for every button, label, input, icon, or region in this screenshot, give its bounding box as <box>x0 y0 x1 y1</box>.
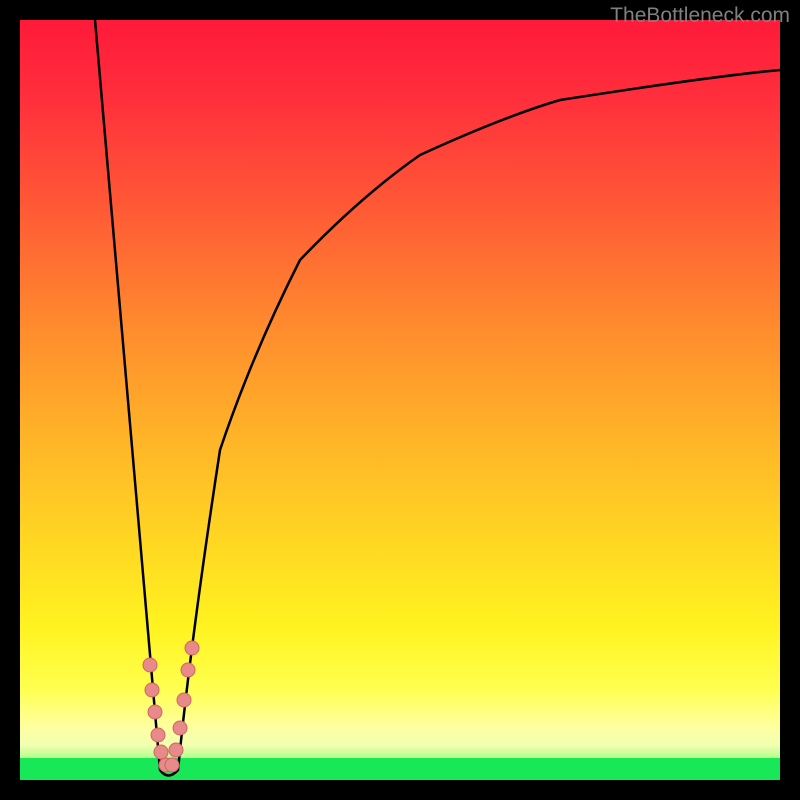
chart-container: TheBottleneck.com <box>0 0 800 800</box>
marker-point <box>151 728 165 742</box>
marker-point <box>165 758 179 772</box>
marker-point <box>145 683 159 697</box>
marker-point <box>154 745 168 759</box>
marker-point <box>148 705 162 719</box>
marker-point <box>177 693 191 707</box>
watermark-text: TheBottleneck.com <box>610 4 790 28</box>
marker-point <box>185 641 199 655</box>
v-curve <box>95 20 780 776</box>
marker-point <box>181 663 195 677</box>
marker-point <box>143 658 157 672</box>
marker-point <box>173 721 187 735</box>
curve-layer <box>0 0 800 800</box>
marker-point <box>169 743 183 757</box>
